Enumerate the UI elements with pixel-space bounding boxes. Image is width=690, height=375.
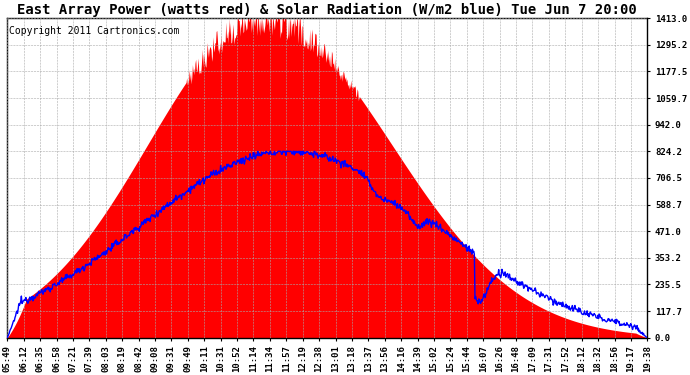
Title: East Array Power (watts red) & Solar Radiation (W/m2 blue) Tue Jun 7 20:00: East Array Power (watts red) & Solar Rad… — [17, 3, 637, 17]
Text: Copyright 2011 Cartronics.com: Copyright 2011 Cartronics.com — [8, 26, 179, 36]
